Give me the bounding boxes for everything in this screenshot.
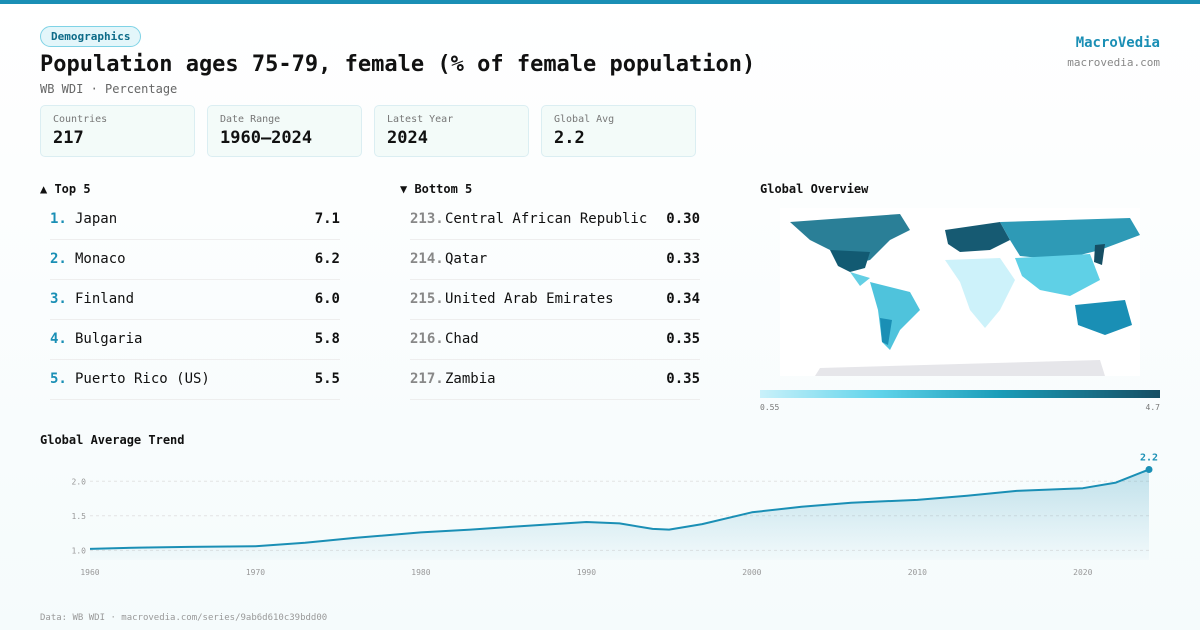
name: Qatar bbox=[445, 251, 488, 267]
stat-label: Countries bbox=[53, 114, 108, 125]
name: Central African Republic bbox=[445, 211, 648, 227]
value: 6.0 bbox=[314, 291, 340, 307]
value: 0.34 bbox=[666, 291, 700, 307]
list-row: 2. Monaco 6.2 bbox=[50, 240, 340, 280]
scale-min: 0.55 bbox=[760, 403, 779, 412]
stat-label: Global Avg bbox=[554, 114, 615, 125]
stat-label: Latest Year bbox=[387, 114, 454, 125]
name: Finland bbox=[75, 291, 135, 307]
rank: 4. bbox=[50, 331, 67, 347]
stat-value: 217 bbox=[53, 128, 84, 148]
usa bbox=[830, 250, 870, 272]
rank: 214. bbox=[410, 251, 444, 267]
x-tick-label: 2020 bbox=[1073, 568, 1092, 577]
line bbox=[89, 468, 1150, 550]
name: Zambia bbox=[445, 371, 496, 387]
list-row: 3. Finland 6.0 bbox=[50, 280, 340, 320]
value: 5.5 bbox=[314, 371, 340, 387]
brand[interactable]: MacroVedia bbox=[1075, 35, 1160, 51]
value: 7.1 bbox=[314, 211, 340, 227]
name: Monaco bbox=[75, 251, 126, 267]
central-america bbox=[850, 272, 870, 286]
scale-max: 4.7 bbox=[1146, 403, 1160, 412]
x-tick-label: 1980 bbox=[411, 568, 430, 577]
stat-value: 2024 bbox=[387, 128, 428, 148]
list-row: 215. United Arab Emirates 0.34 bbox=[410, 280, 700, 320]
top-bar bbox=[0, 0, 1200, 4]
stat-card: Date Range 1960–2024 bbox=[207, 105, 362, 157]
list-row: 1. Japan 7.1 bbox=[50, 200, 340, 240]
end-label: 2.2 bbox=[1140, 453, 1158, 464]
north-america bbox=[790, 214, 910, 266]
x-tick-label: 1960 bbox=[80, 568, 99, 577]
footer: Data: WB WDI · macrovedia.com/series/9ab… bbox=[40, 613, 328, 623]
rank: 2. bbox=[50, 251, 67, 267]
value: 0.35 bbox=[666, 331, 700, 347]
name: Japan bbox=[75, 211, 118, 227]
africa bbox=[945, 258, 1015, 328]
x-tick-label: 2000 bbox=[742, 568, 761, 577]
australia bbox=[1075, 300, 1132, 335]
stat-label: Date Range bbox=[220, 114, 281, 125]
name: United Arab Emirates bbox=[445, 291, 614, 307]
y-tick-label: 1.5 bbox=[72, 512, 87, 521]
value: 6.2 bbox=[314, 251, 340, 267]
badge[interactable]: Demographics bbox=[40, 26, 142, 47]
y-tick-label: 1.0 bbox=[72, 546, 87, 555]
name: Puerto Rico (US) bbox=[75, 371, 210, 387]
bottom-heading: ▼ Bottom 5 bbox=[400, 182, 473, 196]
end-point bbox=[1145, 466, 1153, 474]
value: 5.8 bbox=[314, 331, 340, 347]
stat-card: Countries 217 bbox=[40, 105, 195, 157]
brand-url[interactable]: macrovedia.com bbox=[1067, 56, 1160, 69]
subtitle: WB WDI · Percentage bbox=[40, 82, 178, 96]
rank: 1. bbox=[50, 211, 67, 227]
rank: 217. bbox=[410, 371, 444, 387]
name: Bulgaria bbox=[75, 331, 143, 347]
europe bbox=[945, 222, 1010, 252]
y-tick-label: 2.0 bbox=[72, 477, 87, 486]
stat-value: 2.2 bbox=[554, 128, 585, 148]
antarctica bbox=[815, 360, 1105, 376]
top-heading: ▲ Top 5 bbox=[40, 182, 91, 196]
southern-cone bbox=[880, 318, 892, 345]
map: 0.55 4.7 bbox=[760, 208, 1160, 412]
value: 0.33 bbox=[666, 251, 700, 267]
rank: 215. bbox=[410, 291, 444, 307]
rank: 5. bbox=[50, 371, 67, 387]
japan bbox=[1094, 244, 1105, 265]
title: Population ages 75-79, female (% of fema… bbox=[40, 52, 756, 77]
list-row: 214. Qatar 0.33 bbox=[410, 240, 700, 280]
x-tick-label: 2010 bbox=[908, 568, 927, 577]
asia bbox=[1015, 254, 1100, 296]
area bbox=[90, 469, 1149, 560]
value: 0.30 bbox=[666, 211, 700, 227]
stat-card: Latest Year 2024 bbox=[374, 105, 529, 157]
russia bbox=[1000, 218, 1140, 260]
list-row: 216. Chad 0.35 bbox=[410, 320, 700, 360]
list-row: 217. Zambia 0.35 bbox=[410, 360, 700, 400]
map-title: Global Overview bbox=[760, 182, 869, 196]
x-tick-label: 1970 bbox=[246, 568, 265, 577]
color-scale bbox=[760, 390, 1160, 398]
x-tick-label: 1990 bbox=[577, 568, 596, 577]
stat-value: 1960–2024 bbox=[220, 128, 313, 148]
stat-card: Global Avg 2.2 bbox=[541, 105, 696, 157]
value: 0.35 bbox=[666, 371, 700, 387]
name: Chad bbox=[445, 331, 479, 347]
trend-chart: 1.0 1.5 2.0 1960 1970 1980 1990 2000 2010 2020 2.2 bbox=[72, 453, 1158, 577]
list-row: 4. Bulgaria 5.8 bbox=[50, 320, 340, 360]
list-row: 5. Puerto Rico (US) 5.5 bbox=[50, 360, 340, 400]
list-row: 213. Central African Republic 0.30 bbox=[410, 200, 700, 240]
rank: 3. bbox=[50, 291, 67, 307]
trend-title: Global Average Trend bbox=[40, 433, 185, 447]
rank: 216. bbox=[410, 331, 444, 347]
rank: 213. bbox=[410, 211, 444, 227]
